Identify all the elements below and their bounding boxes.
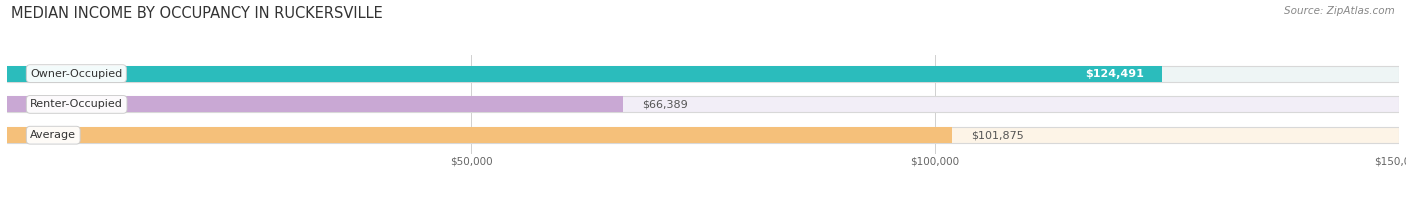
- Text: $101,875: $101,875: [972, 130, 1024, 140]
- Text: $66,389: $66,389: [641, 99, 688, 109]
- Bar: [7, 127, 1399, 143]
- Text: Renter-Occupied: Renter-Occupied: [31, 99, 124, 109]
- Text: MEDIAN INCOME BY OCCUPANCY IN RUCKERSVILLE: MEDIAN INCOME BY OCCUPANCY IN RUCKERSVIL…: [11, 6, 382, 21]
- Bar: [7, 96, 1399, 112]
- Bar: [7, 66, 1399, 82]
- Bar: [7, 127, 952, 143]
- Bar: [7, 96, 623, 112]
- Text: $124,491: $124,491: [1085, 69, 1143, 79]
- Bar: [7, 66, 1163, 82]
- Text: Average: Average: [31, 130, 76, 140]
- Text: Owner-Occupied: Owner-Occupied: [31, 69, 122, 79]
- Text: Source: ZipAtlas.com: Source: ZipAtlas.com: [1284, 6, 1395, 16]
